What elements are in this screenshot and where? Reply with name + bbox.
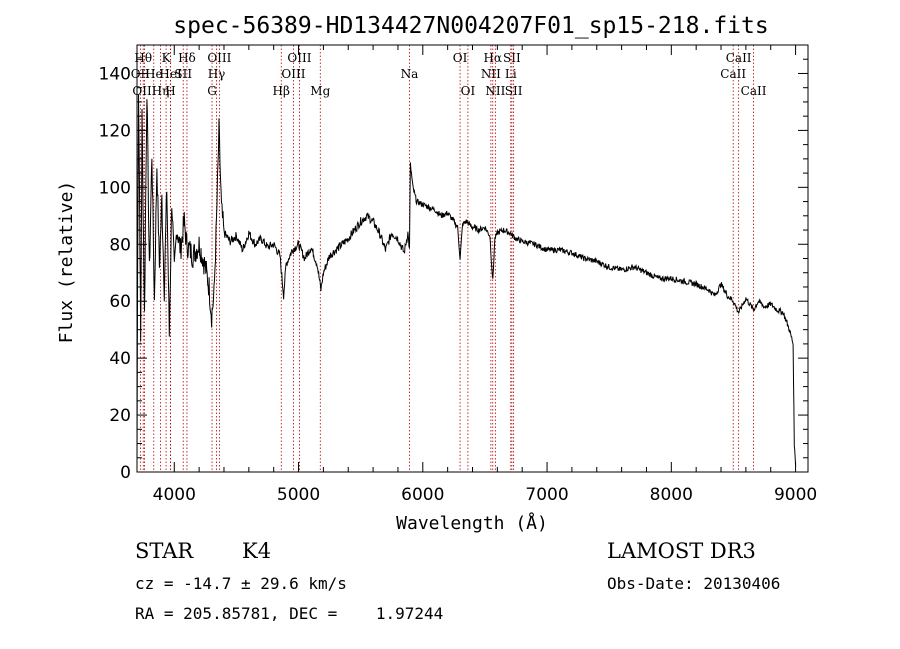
spectral-line-label-11: Hγ [208, 67, 226, 81]
coordinates-readout: RA = 205.85781, DEC = 1.97244 [135, 604, 444, 623]
spectral-line-label-5: K [162, 51, 172, 65]
spectral-line-label-12: G [207, 84, 217, 98]
spectral-line-label-16: Mg [310, 84, 330, 98]
spectral-line-label-7: H [165, 84, 175, 98]
spectral-line-label-23: SII [503, 51, 521, 65]
y-tick-label-80: 80 [109, 235, 131, 255]
y-tick-label-100: 100 [99, 178, 131, 198]
y-axis-label: Flux (relative) [56, 181, 77, 344]
spectral-line-label-22: NII [485, 84, 505, 98]
spectral-line-label-20: Hα [483, 51, 502, 65]
x-tick-label-5000: 5000 [277, 485, 320, 505]
spectral-line-label-25: SII [505, 84, 523, 98]
spectral-line-label-28: CaII [741, 84, 767, 98]
spectral-line-label-1: Hθ [134, 51, 152, 65]
spectral-line-label-15: OIII [281, 67, 305, 81]
spectral-line-label-17: Na [401, 67, 419, 81]
spectral-line-label-18: OI [453, 51, 468, 65]
spectral-line-label-19: OI [461, 84, 476, 98]
y-tick-label-0: 0 [120, 463, 131, 483]
spectral-line-label-8: Hδ [178, 51, 196, 65]
spectral-line-label-4: Hη [152, 84, 170, 98]
object-subclass: K4 [242, 539, 272, 563]
spectral-line-label-24: Li [505, 67, 517, 81]
object-class: STAR [135, 539, 194, 563]
plot-frame [136, 44, 809, 473]
x-tick-label-4000: 4000 [153, 485, 196, 505]
x-tick-label-6000: 6000 [401, 485, 444, 505]
redshift-readout: cz = -14.7 ± 29.6 km/s [135, 574, 347, 593]
x-tick-label-7000: 7000 [525, 485, 568, 505]
spectral-line-label-13: Hβ [273, 84, 290, 98]
x-tick-label-8000: 8000 [650, 485, 693, 505]
y-tick-label-40: 40 [109, 349, 131, 369]
flux-series-line [136, 94, 797, 467]
spectral-line-label-26: CaII [726, 51, 752, 65]
spectral-line-label-27: CaII [720, 67, 746, 81]
chart-title: spec-56389-HD134427N004207F01_sp15-218.f… [173, 13, 768, 39]
spectral-line-label-9: SII [174, 67, 192, 81]
y-axis-ticks: 0 20 40 60 80 100 120 140 [99, 58, 808, 483]
spectral-line-label-21: NII [481, 67, 501, 81]
survey-name: LAMOST DR3 [607, 539, 756, 563]
spectral-line-label-3: He [145, 67, 163, 81]
spectral-line-label-0: OII [131, 67, 151, 81]
observation-date: Obs-Date: 20130406 [607, 574, 781, 593]
y-tick-label-120: 120 [99, 121, 131, 141]
spectral-line-label-14: OIII [287, 51, 311, 65]
y-tick-label-20: 20 [109, 406, 131, 426]
x-tick-label-9000: 9000 [774, 485, 817, 505]
x-axis-label: Wavelength (Å) [396, 512, 548, 534]
spectral-line-label-10: OIII [207, 51, 231, 65]
y-tick-label-60: 60 [109, 292, 131, 312]
x-axis-ticks: 4000 5000 6000 7000 8000 9000 [153, 45, 817, 505]
y-tick-label-140: 140 [99, 64, 131, 84]
